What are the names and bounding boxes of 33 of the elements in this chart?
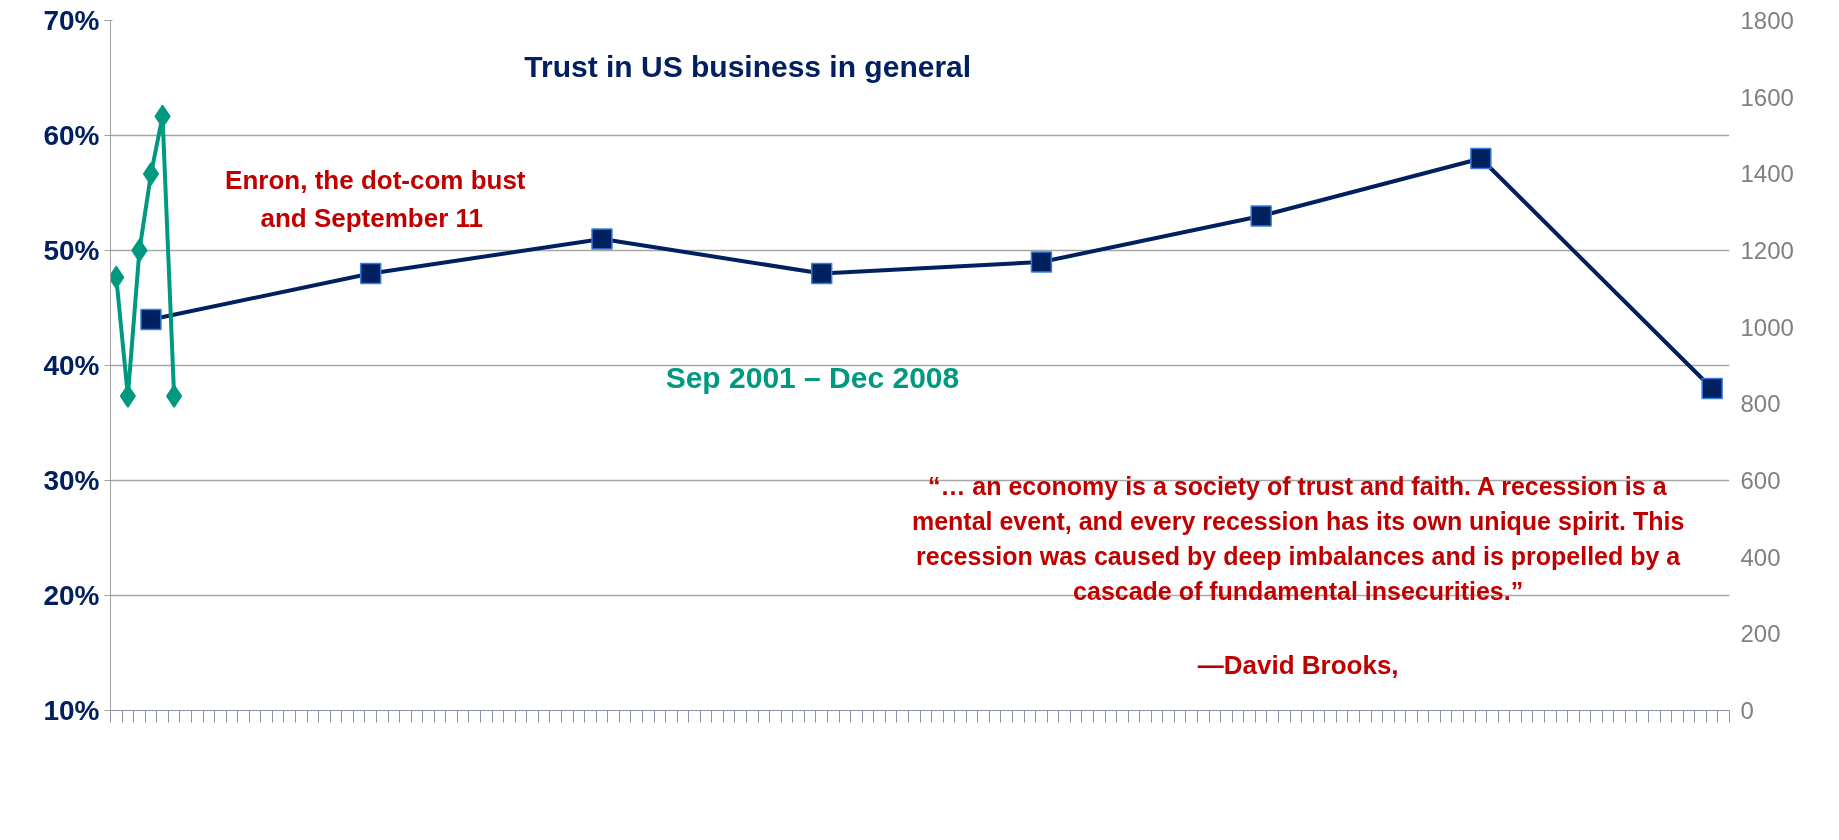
y-tick-label: 20%	[43, 580, 100, 611]
y-tick-label: 50%	[43, 235, 100, 266]
y2-tick-label: 1800	[1740, 7, 1794, 34]
y-tick-label: 10%	[43, 695, 100, 726]
annotation: —David Brooks,	[1197, 649, 1399, 680]
point	[1701, 377, 1723, 400]
y-tick-label: 60%	[43, 120, 100, 151]
point	[1030, 251, 1053, 273]
annotation: “… an economy is a society of trust and faith. A recession is a mental event, and every recession has its own unique spirit. This recession was caused by deep imbalances and is propelled by a cascade of fundamental insecurities.”	[911, 471, 1685, 605]
text: Trust in US business in general	[524, 50, 972, 83]
y2-tick-label: 200	[1740, 620, 1781, 648]
point	[166, 384, 183, 408]
y2-tick-label: 0	[1740, 697, 1754, 724]
point	[359, 262, 382, 285]
point	[810, 262, 833, 285]
y2-tick-label: 1600	[1740, 83, 1794, 111]
y2-tick-label: 800	[1740, 390, 1781, 418]
point	[1250, 205, 1272, 227]
y-tick-label: 40%	[43, 350, 100, 381]
y-tick-label: 30%	[43, 465, 100, 496]
y2-tick-label: 1000	[1740, 313, 1794, 341]
point	[119, 384, 136, 408]
y2-tick-label: 600	[1740, 467, 1781, 494]
y-tick-label: 70%	[43, 5, 100, 36]
point	[1470, 147, 1492, 170]
text: Sep 2001 – Dec 2008	[665, 360, 960, 394]
point	[140, 308, 162, 331]
point	[591, 228, 613, 250]
y2-tick-label: 400	[1740, 543, 1781, 571]
annotation: Enron, the dot-com bust and September 11	[225, 165, 526, 233]
point	[142, 162, 160, 186]
y2-tick-label: 1200	[1740, 237, 1794, 264]
y2-tick-label: 1400	[1740, 160, 1794, 188]
